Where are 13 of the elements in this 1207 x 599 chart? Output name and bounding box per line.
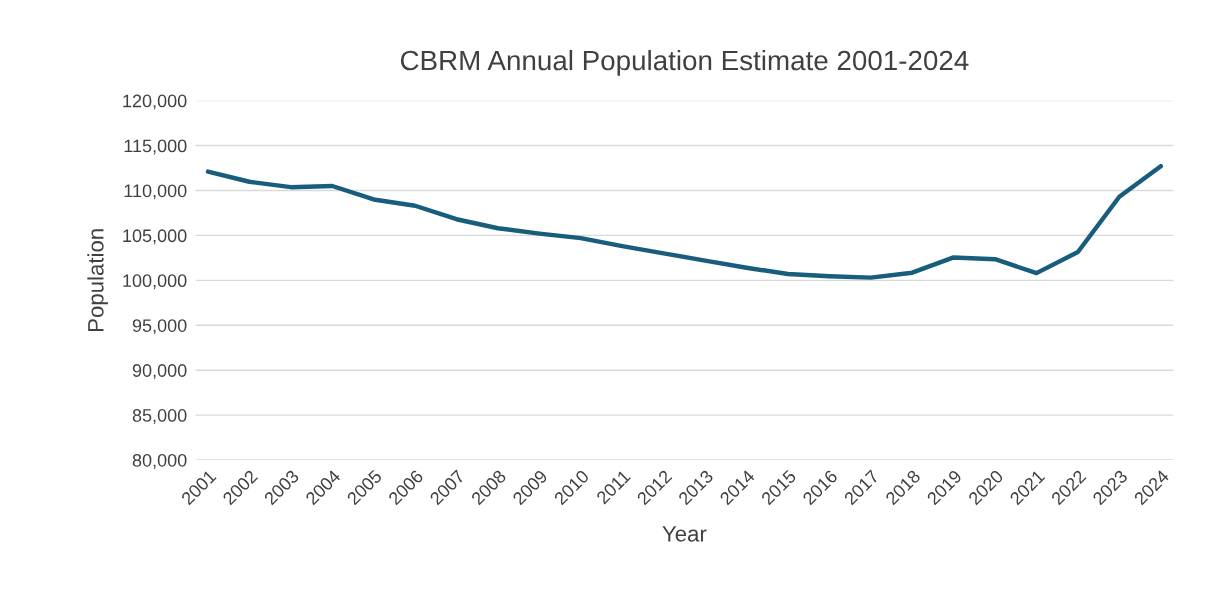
y-tick-label: 115,000 [124,139,187,155]
chart-title: CBRM Annual Population Estimate 2001-2024 [400,49,969,76]
y-tick-label: 120,000 [123,94,187,110]
y-tick-label: 85,000 [132,409,187,424]
y-tick-label: 80,000 [132,453,187,469]
y-tick-label: 105,000 [123,229,187,245]
line-series [205,164,1163,280]
y-tick-label: 100,000 [123,274,187,290]
y-tick-label: 95,000 [132,319,187,335]
x-axis-title: Year [662,526,707,542]
y-tick-label: 90,000 [132,364,187,380]
y-axis-title: Population [87,229,109,332]
y-tick-label: 110,000 [124,184,187,200]
